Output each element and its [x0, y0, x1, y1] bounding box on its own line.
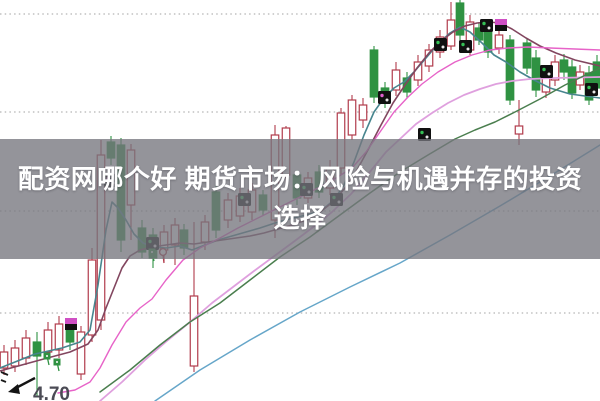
page-title-line2: 选择 [273, 203, 327, 233]
price-label: 4.70 [33, 384, 70, 401]
left-arrow-head-icon [8, 384, 20, 394]
page-title-line1: 配资网哪个好 期货市场：风险与机遇并存的投资 [17, 164, 583, 194]
annotation-tail-dashes [0, 371, 9, 383]
title-overlay: 配资网哪个好 期货市场：风险与机遇并存的投资 选择 [0, 139, 600, 259]
page-title: 配资网哪个好 期货市场：风险与机遇并存的投资 选择 [18, 160, 582, 238]
price-annotation: 4.70 [0, 371, 70, 401]
